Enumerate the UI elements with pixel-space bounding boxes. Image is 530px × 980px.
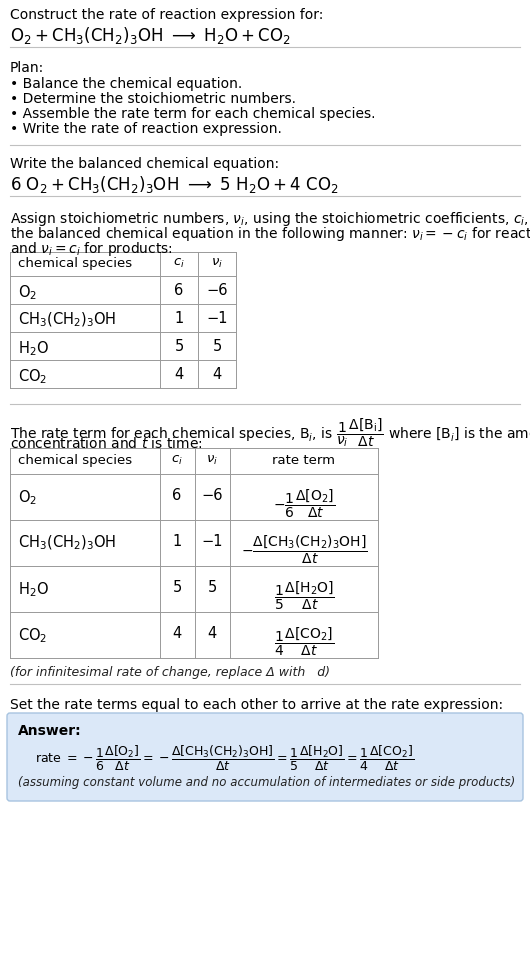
Text: $\mathrm{CO_2}$: $\mathrm{CO_2}$ [18,367,47,386]
Text: the balanced chemical equation in the following manner: $\nu_i = -c_i$ for react: the balanced chemical equation in the fo… [10,225,530,243]
Text: $c_i$: $c_i$ [173,257,185,270]
Text: $\dfrac{1}{5}\dfrac{\Delta[\mathrm{H_2O}]}{\Delta t}$: $\dfrac{1}{5}\dfrac{\Delta[\mathrm{H_2O}… [273,580,334,612]
Text: 6: 6 [172,488,182,503]
Text: 1: 1 [172,534,182,549]
Text: (for infinitesimal rate of change, replace Δ with   d): (for infinitesimal rate of change, repla… [10,666,330,679]
Text: • Balance the chemical equation.: • Balance the chemical equation. [10,77,242,91]
Text: −6: −6 [201,488,223,503]
Text: $c_i$: $c_i$ [171,454,183,467]
Text: 4: 4 [207,626,217,641]
Text: $\mathrm{H_2O}$: $\mathrm{H_2O}$ [18,339,49,358]
Text: Assign stoichiometric numbers, $\nu_i$, using the stoichiometric coefficients, $: Assign stoichiometric numbers, $\nu_i$, … [10,210,530,228]
Text: 4: 4 [172,626,182,641]
Text: $\nu_i$: $\nu_i$ [206,454,218,467]
Text: 5: 5 [172,580,182,595]
Text: $\mathrm{CH_3(CH_2)_3OH}$: $\mathrm{CH_3(CH_2)_3OH}$ [18,534,116,553]
Text: $\nu_i$: $\nu_i$ [211,257,223,270]
Text: 5: 5 [207,580,217,595]
Text: $\mathrm{6\ O_2 + CH_3(CH_2)_3OH \ \longrightarrow \ 5\ H_2O + 4\ CO_2}$: $\mathrm{6\ O_2 + CH_3(CH_2)_3OH \ \long… [10,174,339,195]
Text: • Assemble the rate term for each chemical species.: • Assemble the rate term for each chemic… [10,107,375,121]
Text: Set the rate terms equal to each other to arrive at the rate expression:: Set the rate terms equal to each other t… [10,698,503,712]
Text: $\dfrac{1}{4}\dfrac{\Delta[\mathrm{CO_2}]}{\Delta t}$: $\dfrac{1}{4}\dfrac{\Delta[\mathrm{CO_2}… [274,626,334,659]
Text: rate term: rate term [272,454,335,467]
Text: Construct the rate of reaction expression for:: Construct the rate of reaction expressio… [10,8,323,22]
Text: 5: 5 [213,339,222,354]
Text: $\mathrm{O_2}$: $\mathrm{O_2}$ [18,283,37,302]
Text: chemical species: chemical species [18,454,132,467]
Text: $-\dfrac{1}{6}\dfrac{\Delta[\mathrm{O_2}]}{\Delta t}$: $-\dfrac{1}{6}\dfrac{\Delta[\mathrm{O_2}… [273,488,335,520]
Text: −6: −6 [206,283,228,298]
Text: (assuming constant volume and no accumulation of intermediates or side products): (assuming constant volume and no accumul… [18,776,515,789]
Text: $\mathrm{CH_3(CH_2)_3OH}$: $\mathrm{CH_3(CH_2)_3OH}$ [18,311,116,329]
Text: 4: 4 [174,367,183,382]
Text: $\mathrm{O_2 + CH_3(CH_2)_3OH \ \longrightarrow \ H_2O + CO_2}$: $\mathrm{O_2 + CH_3(CH_2)_3OH \ \longrig… [10,25,291,46]
Text: 1: 1 [174,311,183,326]
Text: $\mathrm{CO_2}$: $\mathrm{CO_2}$ [18,626,47,645]
Text: Answer:: Answer: [18,724,82,738]
Text: 4: 4 [213,367,222,382]
Text: 6: 6 [174,283,183,298]
Text: $\mathrm{O_2}$: $\mathrm{O_2}$ [18,488,37,507]
Text: • Determine the stoichiometric numbers.: • Determine the stoichiometric numbers. [10,92,296,106]
Text: −1: −1 [206,311,228,326]
Text: $\mathrm{H_2O}$: $\mathrm{H_2O}$ [18,580,49,599]
Text: and $\nu_i = c_i$ for products:: and $\nu_i = c_i$ for products: [10,240,173,258]
Text: Plan:: Plan: [10,61,44,75]
Text: 5: 5 [174,339,183,354]
Text: rate $= -\dfrac{1}{6}\dfrac{\Delta[\mathrm{O_2}]}{\Delta t} = -\dfrac{\Delta[\ma: rate $= -\dfrac{1}{6}\dfrac{\Delta[\math… [35,744,414,773]
Text: $-\dfrac{\Delta[\mathrm{CH_3(CH_2)_3OH}]}{\Delta t}$: $-\dfrac{\Delta[\mathrm{CH_3(CH_2)_3OH}]… [241,534,367,566]
Text: −1: −1 [201,534,223,549]
FancyBboxPatch shape [7,713,523,801]
Text: Write the balanced chemical equation:: Write the balanced chemical equation: [10,157,279,171]
Text: concentration and $t$ is time:: concentration and $t$ is time: [10,436,202,451]
Text: The rate term for each chemical species, B$_i$, is $\dfrac{1}{\nu_i}\dfrac{\Delt: The rate term for each chemical species,… [10,416,530,449]
Text: chemical species: chemical species [18,257,132,270]
Text: • Write the rate of reaction expression.: • Write the rate of reaction expression. [10,122,282,136]
